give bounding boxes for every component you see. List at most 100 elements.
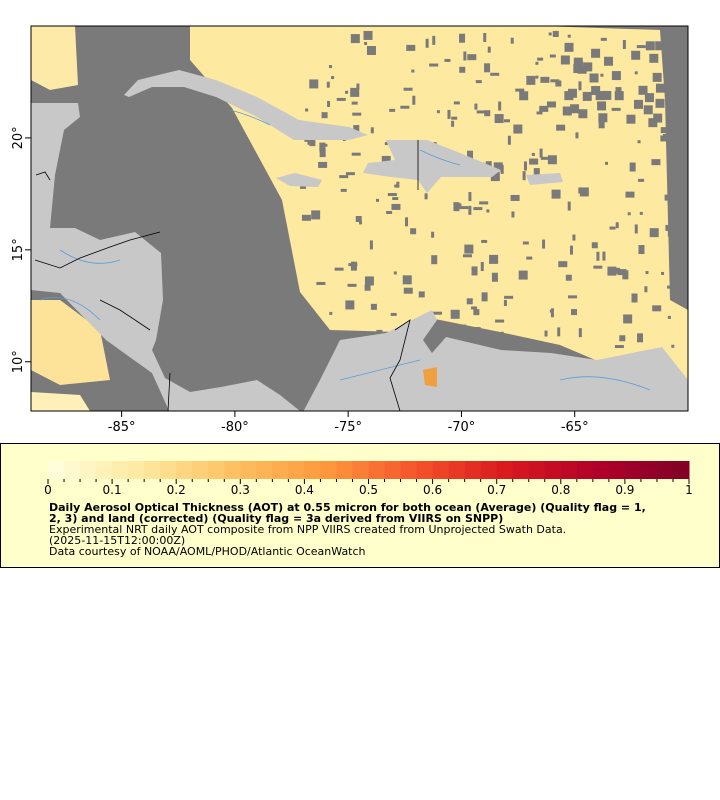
missing-pixel (655, 83, 665, 93)
missing-pixel (623, 314, 633, 324)
colorbar-cell (320, 461, 337, 479)
missing-pixel (390, 312, 397, 316)
missing-pixel (473, 309, 480, 316)
colorbar-cell (528, 461, 546, 479)
y-tick-label: 15° (11, 238, 26, 261)
legend-title-line1: Daily Aerosol Optical Thickness (AOT) at… (49, 501, 646, 514)
missing-pixel (503, 119, 510, 123)
missing-pixel (667, 285, 677, 289)
missing-pixel (591, 48, 601, 58)
missing-pixel (402, 275, 412, 285)
missing-pixel (364, 276, 374, 286)
missing-pixel (352, 112, 362, 116)
missing-pixel (615, 222, 619, 229)
colorbar-tick-label: 0.8 (551, 483, 570, 497)
missing-pixel (540, 156, 550, 160)
missing-pixel (481, 239, 488, 243)
missing-pixel (376, 198, 380, 202)
missing-pixel (591, 242, 598, 249)
missing-pixel (611, 107, 621, 111)
missing-pixel (311, 210, 321, 220)
missing-pixel (351, 101, 358, 105)
missing-pixel (511, 211, 515, 218)
missing-pixel (396, 181, 400, 188)
missing-pixel (634, 224, 638, 234)
missing-pixel (548, 32, 552, 36)
missing-pixel (549, 309, 553, 313)
missing-pixel (560, 55, 570, 65)
missing-pixel (403, 87, 413, 91)
legend-title-line2: 2, 3) and land (corrected) (Quality flag… (49, 512, 504, 525)
colorbar-cell (288, 461, 305, 479)
missing-pixel (619, 335, 626, 342)
missing-pixel (369, 240, 373, 250)
missing-pixel (664, 73, 674, 83)
missing-pixel (510, 194, 520, 201)
missing-pixel (602, 251, 606, 261)
missing-pixel (676, 166, 686, 173)
missing-pixel (381, 155, 391, 165)
missing-pixel (678, 92, 688, 102)
missing-pixel (518, 270, 528, 280)
missing-pixel (474, 327, 481, 331)
missing-pixel (669, 56, 679, 60)
missing-pixel (490, 72, 500, 76)
y-tick-label: 10° (11, 350, 26, 373)
missing-pixel (667, 227, 674, 237)
missing-pixel (598, 119, 605, 129)
missing-pixel (429, 63, 439, 67)
missing-pixel (467, 150, 474, 160)
colorbar-tick-label: 0.2 (167, 483, 186, 497)
missing-pixel (544, 330, 548, 337)
missing-pixel (562, 106, 572, 116)
missing-pixel (316, 281, 326, 285)
missing-pixel (300, 185, 307, 189)
missing-pixel (652, 305, 662, 312)
missing-pixel (609, 226, 616, 230)
missing-pixel (622, 39, 626, 49)
missing-pixel (578, 187, 582, 194)
missing-pixel (602, 90, 612, 100)
missing-pixel (504, 295, 514, 299)
colorbar-cell (160, 461, 177, 479)
missing-pixel (484, 63, 491, 73)
missing-pixel (331, 76, 335, 80)
missing-pixel (327, 100, 331, 107)
missing-pixel (363, 30, 373, 40)
missing-pixel (487, 46, 491, 53)
land-central-america (31, 103, 300, 411)
missing-pixel (627, 212, 631, 216)
colorbar-cell (48, 461, 65, 479)
missing-pixel (633, 99, 643, 109)
missing-pixel (604, 161, 608, 165)
missing-pixel (336, 97, 346, 101)
missing-pixel (489, 254, 499, 264)
missing-pixel (510, 37, 514, 44)
missing-pixel (644, 93, 654, 103)
missing-pixel (491, 272, 498, 282)
missing-pixel (451, 120, 455, 127)
missing-pixel (565, 274, 572, 281)
missing-pixel (677, 81, 687, 91)
colorbar-cell (192, 461, 209, 479)
missing-pixel (547, 155, 557, 165)
missing-pixel (652, 72, 662, 82)
colorbar-cell (432, 461, 450, 479)
missing-pixel (444, 58, 451, 62)
missing-pixel (539, 105, 549, 112)
missing-pixel (458, 203, 462, 207)
missing-pixel (567, 88, 577, 98)
missing-pixel (557, 327, 561, 337)
missing-pixel (645, 41, 655, 51)
colorbar-cell (256, 461, 273, 479)
colorbar-cell (608, 461, 626, 479)
missing-pixel (355, 216, 362, 223)
missing-pixel (468, 205, 472, 215)
missing-pixel (666, 59, 676, 69)
missing-pixel (579, 187, 589, 197)
missing-pixel (468, 192, 472, 202)
missing-pixel (474, 339, 484, 346)
missing-pixel (345, 172, 355, 176)
latitude-axis: 10° 15° 20° (11, 126, 26, 373)
missing-pixel (370, 127, 374, 134)
